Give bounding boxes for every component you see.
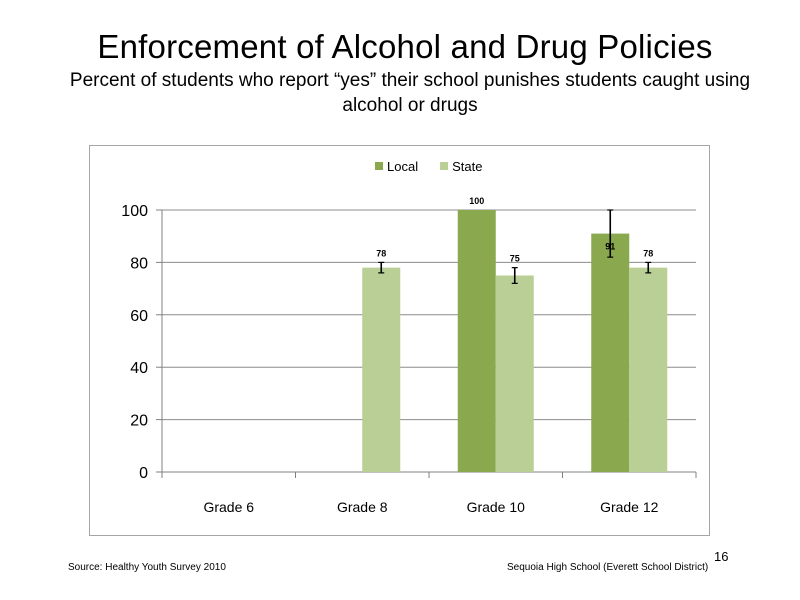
chart-frame	[89, 145, 710, 536]
chart-legend: Local State	[375, 159, 482, 174]
y-tick-label-60: 60	[130, 308, 148, 325]
x-tick-label: Grade 6	[203, 499, 254, 515]
data-label-local-3: 91	[605, 242, 615, 252]
y-tick-label-0: 0	[139, 465, 148, 482]
data-label-state-2: 75	[510, 254, 520, 264]
y-tick-label-100: 100	[121, 203, 148, 220]
legend-label-state: State	[452, 159, 482, 174]
error-bar-state-1	[378, 261, 385, 274]
legend-item-local: Local	[375, 159, 418, 174]
bar-local-2	[457, 210, 496, 472]
slide-subtitle: Percent of students who report “yes” the…	[69, 70, 751, 116]
y-axis-ticks: 0 20 40 60 80 100	[121, 203, 148, 482]
chart-error-bars	[378, 209, 652, 284]
slide-title: Enforcement of Alcohol and Drug Policies	[97, 28, 713, 65]
data-label-local-2: 100	[469, 196, 484, 206]
x-tick-label: Grade 8	[337, 499, 388, 515]
page-number: 16	[714, 549, 729, 564]
error-bar-state-2	[511, 267, 518, 284]
x-tick-label: Grade 10	[467, 499, 526, 515]
x-axis-ticks: Grade 6 Grade 8 Grade 10 Grade 12	[203, 499, 658, 515]
legend-swatch-state	[440, 162, 449, 170]
x-tick-label: Grade 12	[600, 499, 659, 515]
bar-state-3	[629, 267, 668, 472]
y-tick-label-20: 20	[130, 413, 148, 430]
data-label-state-1: 78	[376, 248, 386, 258]
y-tick-label-80: 80	[130, 255, 148, 272]
school-name: Sequoia High School (Everett School Dist…	[507, 562, 709, 573]
error-bar-state-3	[645, 261, 652, 274]
source-note: Source: Healthy Youth Survey 2010	[68, 562, 226, 573]
bar-state-2	[495, 275, 534, 472]
bar-state-1	[362, 267, 401, 472]
legend-swatch-local	[375, 162, 383, 170]
bar-local-3	[591, 233, 630, 472]
y-tick-label-40: 40	[130, 360, 148, 377]
legend-label-local: Local	[387, 159, 418, 174]
legend-item-state: State	[440, 159, 482, 174]
error-bar-local-3	[607, 209, 614, 258]
chart-bars	[362, 210, 668, 472]
data-label-state-3: 78	[643, 248, 653, 258]
chart-data-labels: 100 91 78 75 78	[376, 196, 653, 264]
